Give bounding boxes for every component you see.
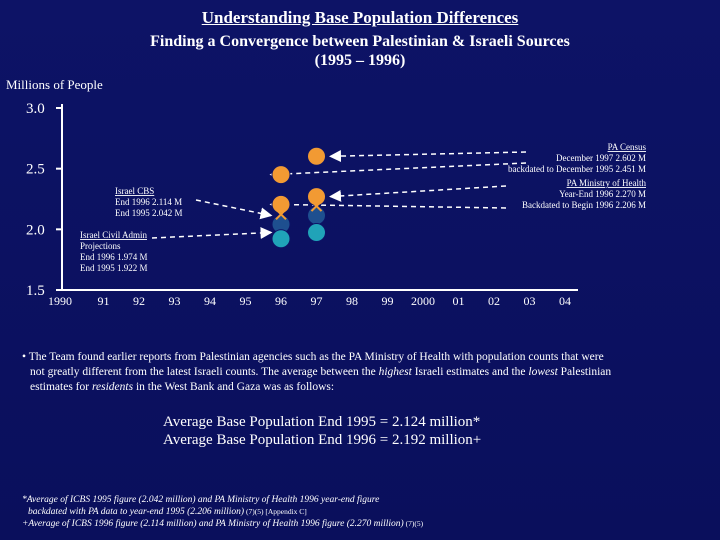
x-tick-label: 01 xyxy=(453,294,465,308)
y-axis-title: Millions of People xyxy=(6,77,103,92)
x-tick-label: 98 xyxy=(346,294,358,308)
bullet-line-3: estimates for residents in the West Bank… xyxy=(22,380,702,395)
page-title: Understanding Base Population Difference… xyxy=(201,8,519,27)
x-tick-label: 03 xyxy=(524,294,536,308)
data-point xyxy=(271,165,291,185)
average-1995: Average Base Population End 1995 = 2.124… xyxy=(163,414,481,430)
average-marker xyxy=(275,208,287,220)
bullet-line-2a: not greatly different from the latest Is… xyxy=(30,366,379,378)
y-tick-label: 2.5 xyxy=(26,162,45,178)
footnotes: *Average of ICBS 1995 figure (2.042 mill… xyxy=(22,494,423,530)
subtitle-line-2: (1995 – 1996) xyxy=(314,52,406,69)
bullet-line-2b: Israeli estimates and the xyxy=(411,366,529,378)
average-marker xyxy=(310,200,323,212)
footnote-3-ref: (7)(5) xyxy=(403,519,424,528)
y-tick-label: 2.0 xyxy=(26,222,45,238)
data-point xyxy=(271,229,291,249)
israel-cbs-label-line: End 1995 2.042 M xyxy=(115,208,183,218)
bullet-emphasis-residents: residents xyxy=(91,381,134,393)
footnote-2-ref: (7)(5) [Appendix C] xyxy=(244,507,307,516)
israel-cbs-label-line: Israel CBS xyxy=(115,186,154,196)
x-tick-label: 04 xyxy=(559,294,571,308)
data-point xyxy=(307,187,326,207)
page-subtitle: Finding a Convergence between Palestinia… xyxy=(0,32,720,70)
arrow-civil-admin xyxy=(151,226,273,239)
x-tick-label: 02 xyxy=(488,294,500,308)
arrow-pa-census-1997 xyxy=(329,150,527,163)
pa-census-label-line: PA Census xyxy=(608,142,647,152)
footnote-2-text: backdated with PA data to year-end 1995 … xyxy=(28,507,245,517)
israel-civil-admin-label-line: Israel Civil Admin xyxy=(80,230,147,240)
israel-civil-admin-label-line: End 1996 1.974 M xyxy=(80,252,148,262)
x-tick-label: 91 xyxy=(98,294,110,308)
data-point xyxy=(271,194,291,214)
footnote-3-text: +Average of ICBS 1996 figure (2.114 mill… xyxy=(22,519,404,529)
pa-moh-label-line: PA Ministry of Health xyxy=(567,178,647,188)
bullet-line-3a: estimates for xyxy=(30,381,92,393)
data-point xyxy=(307,222,326,242)
population-chart: 1.5 2.0 2.5 3.0 1990 91 92 93 94 95 96 97 98 99 2000 01… xyxy=(26,101,646,308)
x-tick-label: 96 xyxy=(275,294,287,308)
y-tick-label: 1.5 xyxy=(26,283,45,299)
arrow-pa-census-1995 xyxy=(269,162,527,181)
bullet-line-3b: in the West Bank and Gaza was as follows… xyxy=(133,381,335,393)
bullet-paragraph: • The Team found earlier reports from Pa… xyxy=(22,350,702,395)
x-tick-label: 92 xyxy=(133,294,145,308)
data-point xyxy=(307,206,326,226)
israel-cbs-label-line: End 1996 2.114 M xyxy=(115,197,182,207)
x-tick-label: 94 xyxy=(204,294,216,308)
x-tick-label: 97 xyxy=(311,294,323,308)
subtitle-line-1: Finding a Convergence between Palestinia… xyxy=(150,33,570,50)
bullet-line-2c: Palestinian xyxy=(557,366,612,378)
x-tick-label: 93 xyxy=(169,294,181,308)
data-point xyxy=(307,146,326,166)
footnote-2: backdated with PA data to year-end 1995 … xyxy=(22,506,423,518)
bullet-line-2: not greatly different from the latest Is… xyxy=(22,365,702,380)
pa-moh-label-line: Backdated to Begin 1996 2.206 M xyxy=(522,200,646,210)
pa-census-label-line: backdated to December 1995 2.451 M xyxy=(508,164,646,174)
pa-moh-label-line: Year-End 1996 2.270 M xyxy=(559,189,646,199)
pa-census-label-line: December 1997 2.602 M xyxy=(556,153,646,163)
footnote-1: *Average of ICBS 1995 figure (2.042 mill… xyxy=(22,495,380,505)
x-tick-label: 1990 xyxy=(48,294,72,308)
arrow-pa-moh-1996 xyxy=(329,185,507,202)
x-tick-label: 99 xyxy=(382,294,394,308)
averages-block: Average Base Population End 1995 = 2.124… xyxy=(163,413,481,449)
bullet-line-1: • The Team found earlier reports from Pa… xyxy=(22,351,604,363)
y-tick-label: 3.0 xyxy=(26,101,45,117)
israel-civil-admin-label-line: Projections xyxy=(80,241,121,251)
footnote-3: +Average of ICBS 1996 figure (2.114 mill… xyxy=(22,518,423,530)
arrow-pa-moh-begin-1996 xyxy=(269,198,507,211)
x-tick-label: 95 xyxy=(240,294,252,308)
x-tick-label: 2000 xyxy=(411,294,435,308)
arrow-cbs xyxy=(195,199,273,220)
israel-civil-admin-label-line: End 1995 1.922 M xyxy=(80,263,148,273)
average-1996: Average Base Population End 1996 = 2.192… xyxy=(163,432,482,448)
bullet-emphasis-lowest: lowest xyxy=(528,366,558,378)
bullet-emphasis-highest: highest xyxy=(378,366,412,378)
